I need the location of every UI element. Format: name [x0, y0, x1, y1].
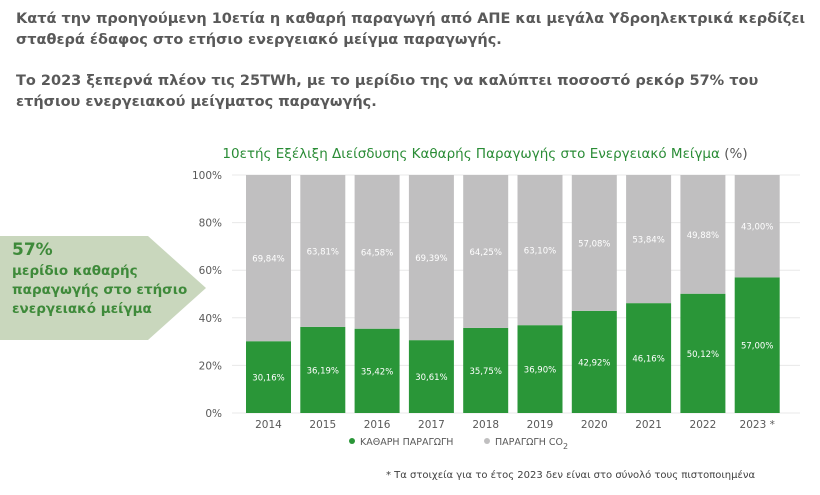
x-tick-label: 2016: [364, 419, 391, 431]
y-tick-label: 80%: [199, 218, 222, 230]
data-label: 36,19%: [307, 366, 339, 376]
x-tick-label: 2019: [527, 419, 554, 431]
data-label: 50,12%: [687, 350, 719, 360]
bar-segment: [680, 293, 726, 413]
bar-segment: [626, 303, 672, 413]
bar-segment: [408, 340, 454, 413]
bar-segment: [246, 175, 291, 342]
legend-label: ΚΑΘΑΡΗ ΠΑΡΑΓΩΓΗ: [360, 437, 453, 448]
y-tick-label: 20%: [199, 360, 222, 372]
y-tick-label: 0%: [205, 408, 222, 420]
bar-segment: [300, 175, 346, 327]
data-label: 57,00%: [741, 342, 773, 352]
callout-percent: 57%: [12, 240, 53, 260]
x-tick-label: 2018: [472, 419, 499, 431]
data-label: 63,81%: [307, 247, 339, 257]
data-label: 35,42%: [361, 367, 393, 377]
bar-segment: [626, 175, 672, 304]
headline-paragraph-1: Κατά την προηγούμενη 10ετία η καθαρή παρ…: [16, 11, 806, 48]
data-label: 53,84%: [632, 236, 664, 246]
bar-segment: [680, 175, 726, 294]
bar-segment: [463, 175, 509, 328]
data-label: 30,61%: [415, 373, 447, 383]
bar-segment: [354, 175, 400, 329]
data-label: 69,84%: [252, 255, 284, 265]
data-label: 42,92%: [578, 358, 610, 368]
x-tick-label: 2023 *: [740, 419, 775, 431]
data-label: 49,88%: [687, 231, 719, 241]
data-label: 35,75%: [469, 367, 501, 377]
legend-label: ΠΑΡΑΓΩΓΗ CO2: [495, 437, 568, 451]
y-tick-label: 100%: [192, 170, 222, 182]
x-tick-label: 2014: [255, 419, 282, 431]
bar-segment: [354, 328, 400, 413]
bar-segment: [408, 175, 454, 341]
chart-title-text: 10ετής Εξέλιξη Διείσδυσης Καθαρής Παραγω…: [222, 146, 720, 162]
x-tick-label: 2022: [690, 419, 717, 431]
bar-segment: [463, 327, 509, 413]
footnote: * Τα στοιχεία για το έτος 2023 δεν είναι…: [386, 470, 756, 481]
bar-segment: [734, 175, 780, 278]
data-label: 63,10%: [524, 247, 556, 257]
chart-title-unit: (%): [724, 146, 748, 162]
bar-segment: [571, 175, 617, 311]
bar-segment: [734, 277, 780, 413]
callout: 57% μερίδιο καθαρής παραγωγής στο ετήσιο…: [12, 238, 202, 319]
x-tick-label: 2017: [418, 419, 445, 431]
bar-segment: [246, 341, 291, 413]
bar-segment: [571, 310, 617, 413]
data-label: 36,90%: [524, 366, 556, 376]
headline-paragraph-2: Το 2023 ξεπερνά πλέον τις 25TWh, με το μ…: [16, 73, 759, 110]
data-label: 64,58%: [361, 248, 393, 258]
data-label: 69,39%: [415, 254, 447, 264]
y-tick-label: 40%: [199, 313, 222, 325]
x-tick-label: 2020: [581, 419, 608, 431]
legend-marker: [349, 438, 355, 444]
callout-description: μερίδιο καθαρής παραγωγής στο ετήσιο ενε…: [12, 263, 188, 317]
data-label: 46,16%: [632, 355, 664, 365]
bar-segment: [300, 326, 346, 413]
legend-marker: [484, 438, 490, 444]
data-label: 30,16%: [252, 374, 284, 384]
bar-segment: [517, 175, 563, 326]
data-label: 43,00%: [741, 223, 773, 233]
chart-title: 10ετής Εξέλιξη Διείσδυσης Καθαρής Παραγω…: [160, 146, 810, 162]
data-label: 57,08%: [578, 239, 610, 249]
bar-segment: [517, 325, 563, 413]
x-tick-label: 2015: [309, 419, 336, 431]
x-tick-label: 2021: [635, 419, 662, 431]
y-tick-label: 60%: [199, 265, 222, 277]
data-label: 64,25%: [469, 248, 501, 258]
